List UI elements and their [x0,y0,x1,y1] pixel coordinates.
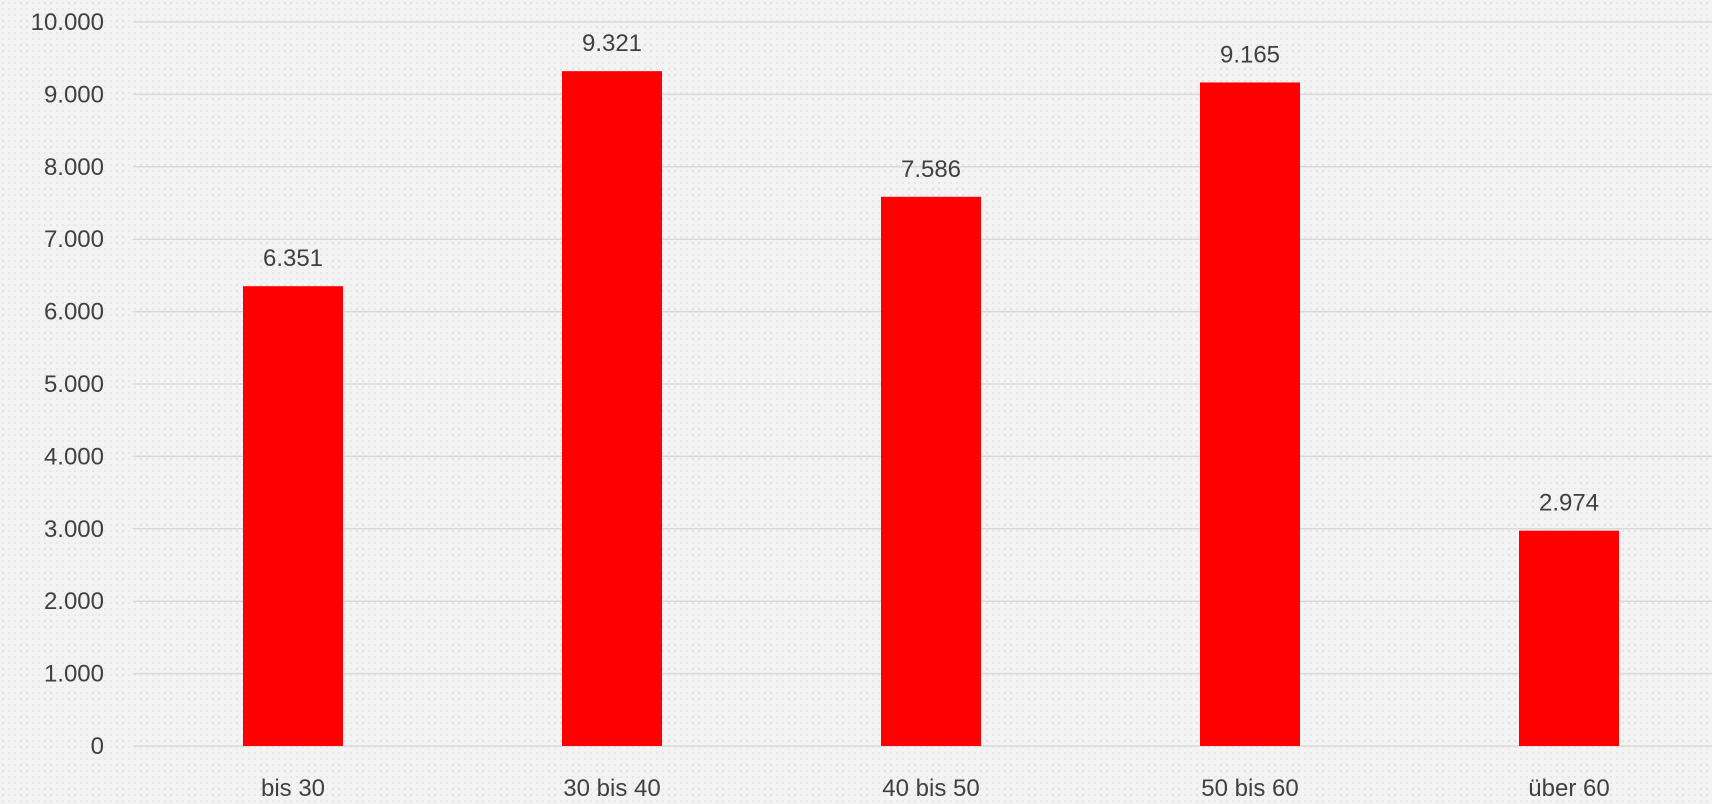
x-category-label: bis 30 [261,775,325,802]
y-tick-label: 0 [91,733,104,760]
y-tick-label: 6.000 [44,299,104,326]
bar [562,71,662,746]
data-label: 9.321 [582,30,642,57]
bar [243,286,343,746]
bar [1200,82,1300,747]
x-category-label: 50 bis 60 [1201,775,1298,802]
data-label: 2.974 [1539,490,1599,517]
y-tick-label: 2.000 [44,588,104,615]
y-tick-label: 4.000 [44,443,104,470]
y-tick-label: 3.000 [44,516,104,543]
y-tick-label: 9.000 [44,81,104,108]
y-tick-label: 8.000 [44,154,104,181]
bar [881,196,981,746]
x-category-label: über 60 [1528,775,1609,802]
y-tick-label: 10.000 [31,9,104,36]
data-label: 7.586 [901,156,961,183]
x-axis-category-labels: bis 30 30 bis 40 40 bis 50 50 bis 60 über 60 [261,775,1610,802]
y-axis-tick-labels: 0 1.000 2.000 3.000 4.000 5.000 6.000 7.000 8.00… [31,9,104,760]
x-category-label: 30 bis 40 [563,775,660,802]
data-label: 9.165 [1220,41,1280,68]
y-tick-label: 5.000 [44,371,104,398]
data-label: 6.351 [263,245,323,272]
bar [1519,530,1619,746]
y-tick-label: 7.000 [44,226,104,253]
data-labels: 6.351 9.321 7.586 9.165 2.974 [263,30,1599,517]
y-tick-label: 1.000 [44,661,104,688]
bars [243,71,1619,747]
x-category-label: 40 bis 50 [882,775,979,802]
